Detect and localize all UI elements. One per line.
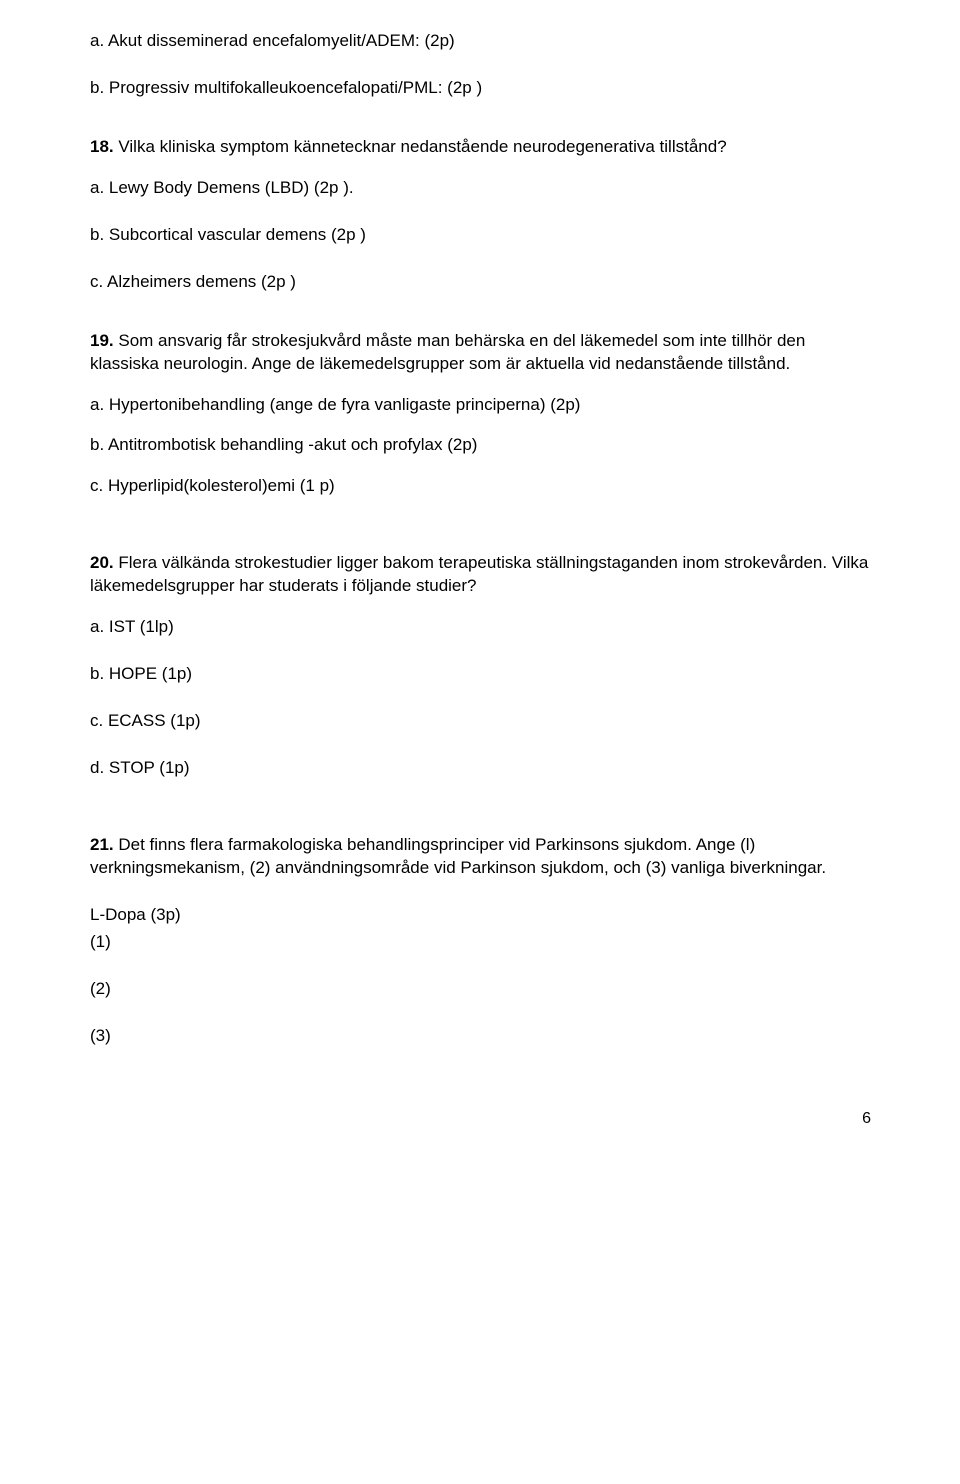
q19-c: c. Hyperlipid(kolesterol)emi (1 p)	[90, 475, 875, 498]
q18-b: b. Subcortical vascular demens (2p )	[90, 224, 875, 247]
q21-line1: (1)	[90, 931, 875, 954]
q21-ldopa: L-Dopa (3p)	[90, 904, 875, 927]
item-a: a. Akut disseminerad encefalomyelit/ADEM…	[90, 30, 875, 53]
q18-text: Vilka kliniska symptom kännetecknar neda…	[114, 137, 727, 156]
item-b: b. Progressiv multifokalleukoencefalopat…	[90, 77, 875, 100]
q20-b: b. HOPE (1p)	[90, 663, 875, 686]
q20-c: c. ECASS (1p)	[90, 710, 875, 733]
q20-d: d. STOP (1p)	[90, 757, 875, 780]
q21-line2: (2)	[90, 978, 875, 1001]
q18-a: a. Lewy Body Demens (LBD) (2p ).	[90, 177, 875, 200]
q19-text: Som ansvarig får strokesjukvård måste ma…	[90, 331, 805, 373]
q18-number: 18.	[90, 137, 114, 156]
question-19: 19. Som ansvarig får strokesjukvård måst…	[90, 330, 875, 376]
question-18: 18. Vilka kliniska symptom kännetecknar …	[90, 136, 875, 159]
q19-b: b. Antitrombotisk behandling -akut och p…	[90, 434, 875, 457]
q20-a: a. IST (1lp)	[90, 616, 875, 639]
q21-line3: (3)	[90, 1025, 875, 1048]
question-21: 21. Det finns flera farmakologiska behan…	[90, 834, 875, 880]
q20-number: 20.	[90, 553, 114, 572]
question-20: 20. Flera välkända strokestudier ligger …	[90, 552, 875, 598]
page-number: 6	[90, 1108, 875, 1130]
q19-number: 19.	[90, 331, 114, 350]
q19-a: a. Hypertonibehandling (ange de fyra van…	[90, 394, 875, 417]
q20-text: Flera välkända strokestudier ligger bako…	[90, 553, 868, 595]
q21-text: Det finns flera farmakologiska behandlin…	[90, 835, 826, 877]
q18-c: c. Alzheimers demens (2p )	[90, 271, 875, 294]
q21-number: 21.	[90, 835, 114, 854]
